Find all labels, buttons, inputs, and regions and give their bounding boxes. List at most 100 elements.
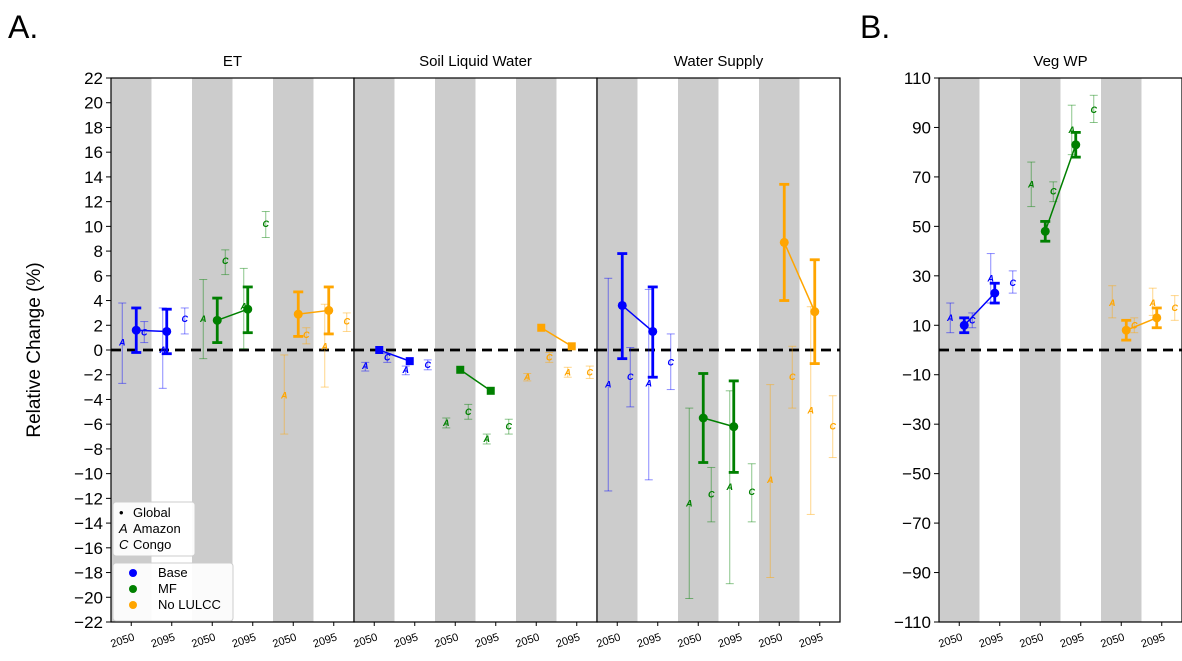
y-tick-label: −6: [84, 415, 103, 434]
congo-marker: C: [789, 372, 796, 382]
amazon-marker: A: [118, 338, 126, 348]
y-tick-label: −4: [84, 390, 103, 409]
series-line: [703, 417, 734, 428]
congo-marker: C: [465, 407, 472, 417]
amazon-marker: A: [685, 498, 693, 508]
x-tick-label: 2050: [514, 631, 541, 650]
series-line: [459, 369, 492, 392]
x-tick-label: 2095: [150, 631, 177, 650]
series-mf: A A C C: [685, 372, 756, 600]
legend-label-amazon: Amazon: [133, 521, 181, 536]
amazon-marker: A: [321, 341, 329, 351]
y-tick-label: 50: [912, 217, 931, 236]
x-tick-label: 2050: [1018, 631, 1045, 650]
x-tick-label: 2050: [271, 631, 298, 650]
congo-marker: C: [1050, 187, 1057, 197]
x-tick-label: 2050: [757, 631, 784, 650]
y-tick-label: −10: [902, 366, 931, 385]
legend-label-base: Base: [158, 565, 188, 580]
y-tick-label: 20: [84, 94, 103, 113]
global-marker: [456, 365, 465, 374]
legend-box-regions: [112, 501, 196, 557]
global-marker: [648, 326, 658, 336]
amazon-marker: A: [1027, 179, 1035, 189]
global-marker: [1152, 313, 1162, 323]
y-tick-label: −30: [902, 415, 931, 434]
y-tick-label: 6: [94, 267, 103, 286]
amazon-marker: A: [199, 314, 207, 324]
global-marker: [959, 320, 969, 330]
chart-panels: ET2220181614121086420−2−4−6−8−10−12−14−1…: [74, 53, 1182, 650]
legend-label-congo: Congo: [133, 537, 171, 552]
figure-label-a: A.: [8, 9, 38, 45]
congo-marker: C: [182, 314, 189, 324]
y-tick-label: 30: [912, 267, 931, 286]
legend-dot-mf: [129, 585, 137, 593]
series-mf: A A C C: [1027, 94, 1098, 243]
amazon-marker: A: [645, 378, 653, 388]
congo-marker: C: [425, 360, 432, 370]
panel-soil-liquid-water: Soil Liquid Water 2050 2095 2050 2095 2050 209…: [352, 53, 598, 650]
x-tick-label: 2050: [190, 631, 217, 650]
global-marker: [486, 386, 495, 395]
x-tick-label: 2050: [433, 631, 460, 650]
amazon-marker: A: [240, 302, 248, 312]
amazon-marker: A: [604, 380, 612, 390]
panel-title: Water Supply: [674, 53, 764, 70]
x-tick-label: 2050: [676, 631, 703, 650]
x-tick-label: 2095: [978, 631, 1005, 650]
x-tick-label: 2095: [474, 631, 501, 650]
amazon-marker: A: [726, 482, 734, 492]
congo-marker: C: [587, 367, 594, 377]
global-marker: [779, 237, 789, 247]
legend-box-scenarios: [112, 562, 234, 622]
y-tick-label: −22: [74, 613, 103, 632]
y-tick-label: −12: [74, 489, 103, 508]
global-marker: [1121, 325, 1131, 335]
amazon-marker: A: [807, 406, 815, 416]
y-tick-label: 0: [94, 341, 103, 360]
congo-marker: C: [627, 372, 634, 382]
y-tick-label: −14: [74, 514, 103, 533]
series-line: [216, 308, 249, 322]
y-tick-label: 18: [84, 118, 103, 137]
global-marker: [810, 307, 820, 317]
congo-marker: C: [1010, 278, 1017, 288]
y-tick-label: 70: [912, 168, 931, 187]
global-marker: [990, 288, 1000, 298]
legend-marker-congo: C: [119, 537, 129, 552]
series-line: [1125, 317, 1158, 331]
legend-marker-global: •: [119, 505, 124, 520]
panel-veg-wp: Veg WP 110 90 70 50 30 10 −10 −30 −50 −70 −90 −110 20…: [894, 53, 1182, 650]
y-tick-label: −110: [894, 613, 931, 632]
global-marker: [698, 413, 708, 423]
y-tick-label: 110: [904, 69, 931, 88]
x-tick-label: 2095: [1059, 631, 1086, 650]
legend-label-mf: MF: [158, 581, 177, 596]
figure-label-b: B.: [860, 9, 890, 45]
series-mf: A A C C: [442, 365, 513, 445]
amazon-marker: A: [1068, 125, 1076, 135]
series-line: [1044, 144, 1077, 232]
series-line: [783, 242, 816, 312]
series-line: [963, 292, 996, 326]
global-marker: [162, 326, 172, 336]
panel-title: ET: [223, 53, 242, 70]
global-marker: [1040, 226, 1050, 236]
congo-marker: C: [344, 317, 351, 327]
series-line: [378, 349, 411, 362]
y-tick-label: −20: [74, 588, 103, 607]
congo-marker: C: [969, 315, 976, 325]
global-marker: [324, 305, 334, 315]
x-tick-label: 2095: [1140, 631, 1167, 650]
congo-marker: C: [668, 357, 675, 367]
legend-label-global: Global: [133, 505, 171, 520]
y-tick-label: 10: [912, 316, 931, 335]
y-tick-label: −18: [74, 564, 103, 583]
series-base: A A C C: [118, 302, 189, 389]
x-tick-label: 2095: [231, 631, 258, 650]
congo-marker: C: [1172, 303, 1179, 313]
legend-dot-base: [129, 569, 137, 577]
x-tick-label: 2050: [352, 631, 379, 650]
